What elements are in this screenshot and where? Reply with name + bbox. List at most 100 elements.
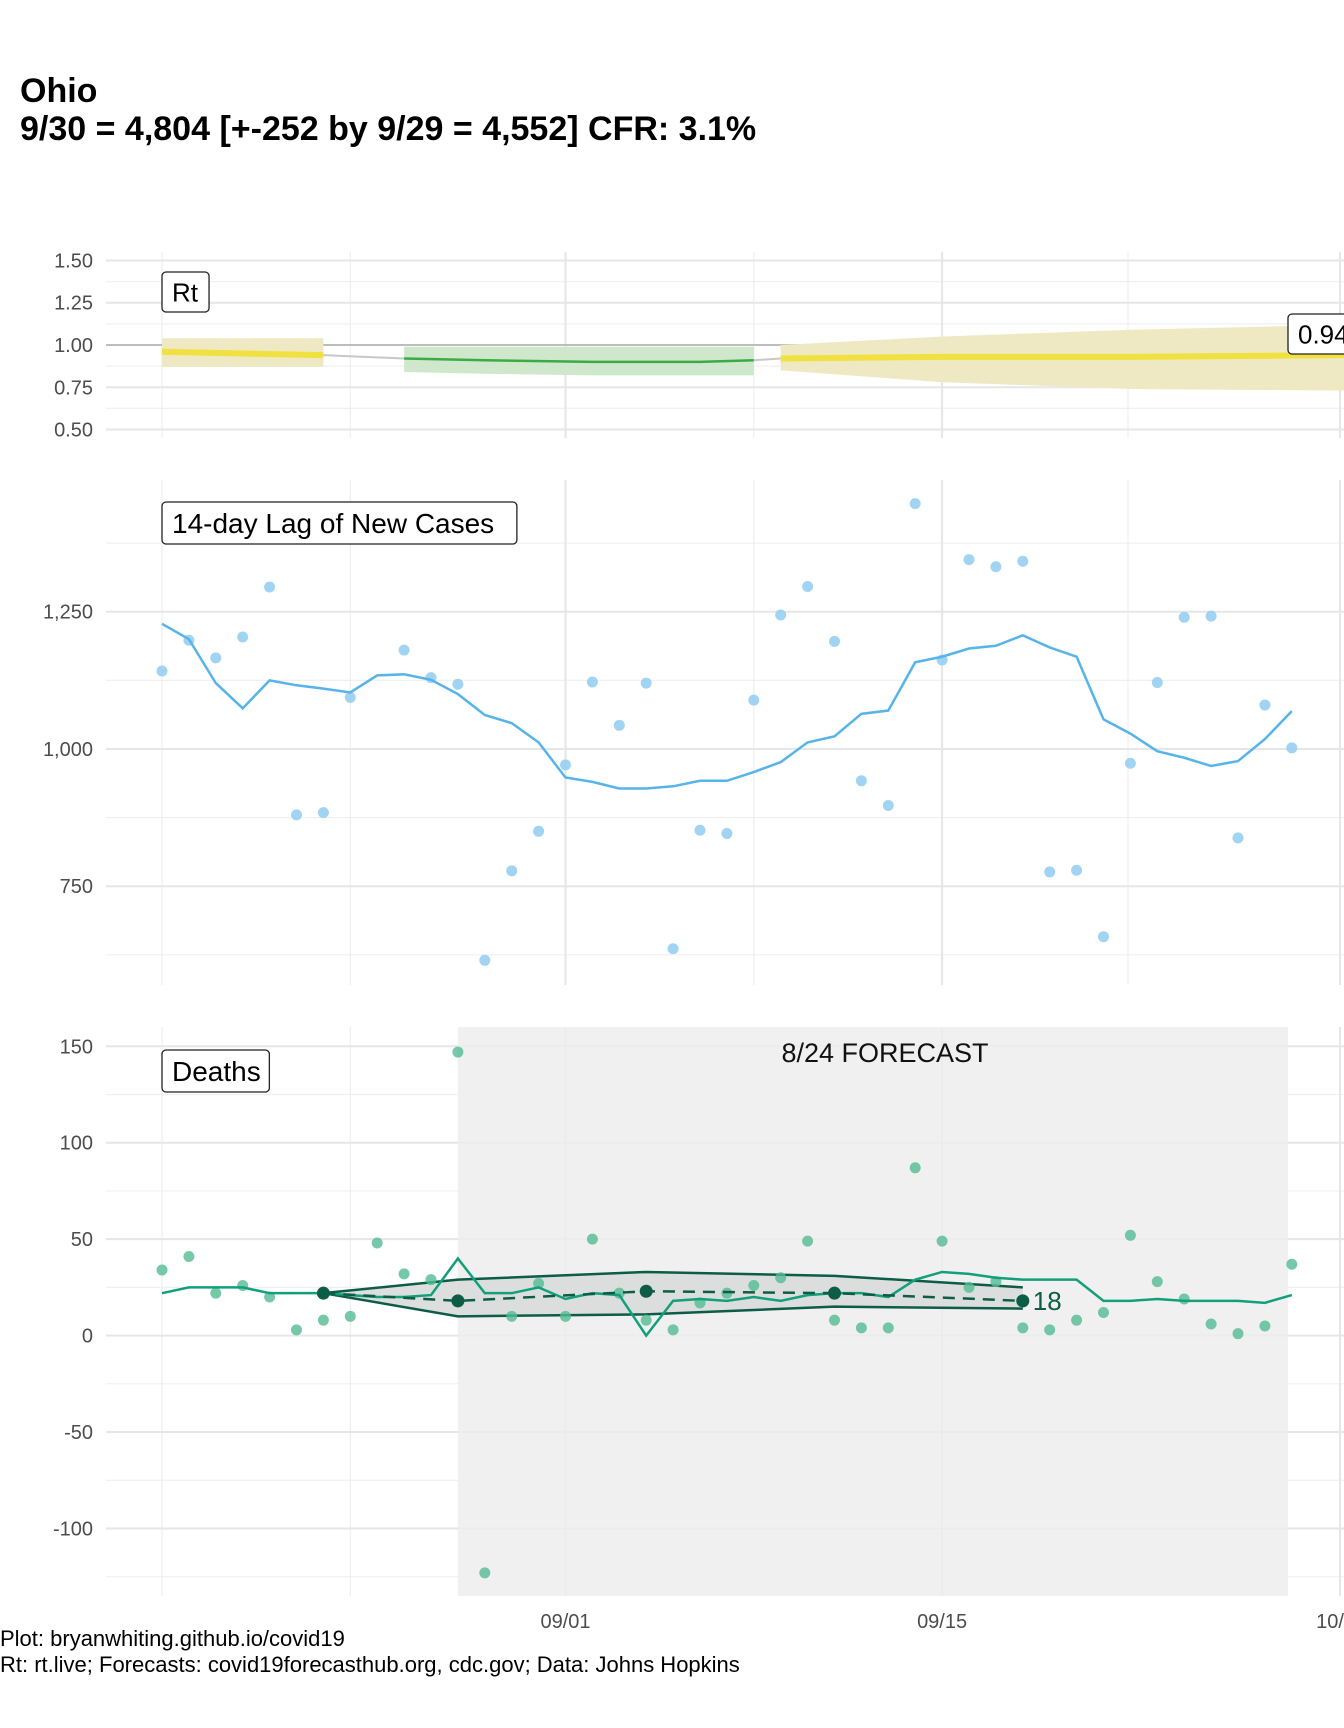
cases-point — [452, 678, 464, 690]
cases-point — [1098, 931, 1109, 943]
cases-point — [775, 609, 787, 621]
cases-point — [748, 694, 760, 706]
cases-point — [1071, 864, 1083, 876]
cases-point — [156, 665, 168, 677]
deaths-point — [829, 1314, 840, 1326]
rt-end-label-box: 0.94 — [1287, 313, 1344, 355]
cases-point — [694, 824, 706, 836]
y-tick-label: 0.75 — [54, 377, 93, 399]
rt-line-uncertain — [780, 352, 1344, 362]
cases-point — [1017, 555, 1029, 567]
cases-point — [264, 581, 276, 593]
cases-point — [990, 561, 1002, 573]
cases-point — [398, 644, 410, 656]
x-tick-label: 09/15 — [917, 1611, 967, 1633]
deaths-point — [560, 1310, 571, 1322]
y-tick-label: 100 — [60, 1133, 93, 1155]
deaths-point — [156, 1264, 168, 1276]
deaths-point — [1259, 1320, 1271, 1332]
deaths-point — [425, 1274, 437, 1286]
deaths-point — [479, 1567, 491, 1579]
cases-point — [721, 828, 733, 839]
deaths-point — [963, 1281, 975, 1293]
caption-source-data: Rt: rt.live; Forecasts: covid19forecasth… — [0, 1652, 740, 1677]
cases-point — [909, 498, 921, 510]
deaths-point — [291, 1324, 302, 1336]
cases-trend-line — [161, 622, 1293, 790]
deaths-point — [183, 1251, 195, 1263]
cases-point — [533, 825, 545, 837]
deaths-point — [452, 1046, 464, 1058]
cases-point — [479, 954, 491, 966]
cases-panel: 750 1,000 1,250 14-day Lag of New Cases — [43, 480, 1344, 985]
cases-point — [586, 676, 598, 688]
deaths-point — [1017, 1322, 1029, 1334]
cases-point — [560, 759, 571, 771]
deaths-point — [1071, 1314, 1083, 1326]
forecast-lower-line — [323, 1291, 1023, 1318]
cases-panel-label-frame — [161, 501, 518, 545]
deaths-point — [667, 1324, 679, 1336]
y-tick-label: 150 — [60, 1036, 93, 1058]
cases-point — [291, 809, 302, 821]
deaths-point — [640, 1314, 652, 1326]
y-tick-label: 1,250 — [43, 602, 93, 624]
deaths-panel-label-box: Deaths — [161, 1049, 271, 1093]
forecast-point — [316, 1286, 330, 1300]
deaths-point — [1205, 1318, 1217, 1330]
cases-point — [1178, 611, 1190, 623]
cases-point — [210, 652, 222, 664]
rt-panel-label: Rt — [172, 277, 199, 307]
deaths-point — [317, 1314, 329, 1326]
deaths-panel-label-frame — [161, 1049, 271, 1093]
deaths-point — [1124, 1229, 1136, 1241]
forecast-point — [828, 1286, 841, 1300]
x-axis: 09/01 09/15 10/ — [540, 1611, 1344, 1633]
cases-point — [1259, 699, 1271, 711]
forecast-point — [639, 1284, 653, 1298]
forecast-point — [1016, 1294, 1030, 1308]
cases-point — [317, 807, 329, 819]
cases-point — [829, 635, 840, 647]
deaths-panel-label: Deaths — [172, 1056, 261, 1087]
y-tick-label: 750 — [60, 876, 93, 898]
deaths-point — [586, 1233, 598, 1245]
y-tick-label: 1.25 — [54, 293, 93, 315]
deaths-point — [802, 1235, 814, 1247]
rt-end-label: 0.94 — [1298, 319, 1344, 349]
deaths-point — [909, 1162, 921, 1174]
y-tick-label: 0 — [82, 1326, 93, 1348]
cases-point — [344, 691, 356, 703]
cases-point — [882, 800, 894, 812]
deaths-panel: -100 -50 0 50 100 150 8/24 FORECAST 18 Deaths — [53, 1027, 1344, 1596]
forecast-end-label: 18 — [1033, 1286, 1062, 1316]
deaths-point — [855, 1322, 867, 1334]
y-tick-label: 0.50 — [54, 420, 93, 442]
cases-panel-label-box: 14-day Lag of New Cases — [161, 501, 518, 545]
cases-point — [1124, 757, 1136, 769]
x-tick-label: 10/ — [1316, 1611, 1344, 1633]
deaths-point — [1044, 1324, 1056, 1336]
cases-point — [1151, 677, 1163, 689]
rt-line-gap — [323, 354, 405, 360]
deaths-point — [1286, 1258, 1298, 1270]
cases-point — [1044, 866, 1056, 878]
deaths-point — [344, 1310, 356, 1322]
cases-point — [1232, 832, 1244, 844]
cases-point — [855, 775, 867, 787]
deaths-point — [1098, 1306, 1109, 1318]
chart-subtitle: 9/30 = 4,804 [+-252 by 9/29 = 4,552] CFR… — [20, 110, 757, 148]
y-tick-label: 50 — [71, 1229, 93, 1251]
rt-panel: 0.50 0.75 1.00 1.25 1.50 Rt 0.94 — [54, 250, 1344, 442]
y-tick-label: -100 — [53, 1518, 93, 1540]
cases-point — [802, 580, 814, 592]
forecast-annotation: 8/24 FORECAST — [781, 1038, 988, 1068]
cases-point — [613, 719, 625, 731]
x-tick-label: 09/01 — [540, 1611, 590, 1633]
deaths-point — [1151, 1276, 1163, 1288]
rt-line-gap — [753, 357, 781, 362]
deaths-point — [775, 1272, 787, 1284]
forecast-point — [451, 1294, 465, 1308]
deaths-point — [371, 1237, 383, 1249]
